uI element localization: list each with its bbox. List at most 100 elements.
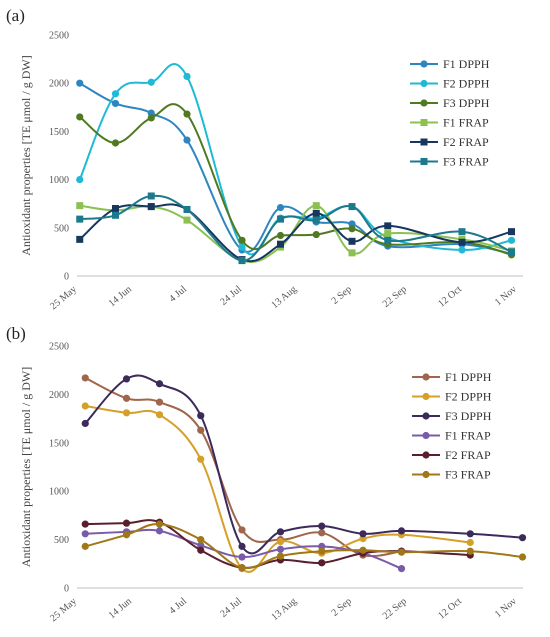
data-point-marker (111, 99, 120, 108)
data-point-marker (155, 520, 164, 528)
legend-entry-label: F3 DPPH (443, 96, 490, 110)
y-tick-label: 0 (64, 272, 69, 283)
data-point-marker (359, 546, 367, 554)
data-point-marker (397, 548, 406, 556)
data-point-marker (348, 203, 356, 211)
data-point-marker (81, 374, 89, 382)
x-tick-label: 22 Sep (381, 596, 409, 622)
legend-swatch-marker (420, 138, 428, 146)
series-line-f3-dpph (79, 103, 512, 256)
data-point-marker (458, 228, 466, 236)
data-point-marker (122, 394, 131, 402)
data-point-marker (76, 176, 84, 184)
y-tick-label: 1500 (49, 438, 69, 449)
data-point-marker (458, 238, 466, 246)
legend-swatch-marker (420, 79, 428, 88)
data-point-marker (81, 530, 89, 538)
x-tick-label: 24 Jul (218, 284, 244, 308)
series-line-f3-dpph (84, 374, 523, 555)
data-point-marker (238, 526, 246, 534)
data-point-marker (112, 211, 119, 219)
data-point-marker (238, 236, 246, 244)
x-tick-label: 2 Sep (330, 596, 354, 619)
panel-label-a: (a) (6, 6, 25, 25)
data-point-marker (147, 78, 155, 86)
data-point-marker (277, 215, 284, 223)
data-point-marker (183, 72, 191, 81)
legend-swatch-marker (420, 99, 428, 107)
data-point-marker (397, 527, 406, 535)
data-point-marker (81, 520, 89, 528)
legend-entry-label: F2 FRAP (445, 448, 491, 462)
data-point-marker (518, 534, 527, 542)
data-point-marker (507, 236, 516, 244)
chart-panel-a: (a) 0 500 1000 1500 2000 2500 25 May 14 Jun 4 Ju… (0, 0, 550, 318)
data-point-marker (238, 564, 246, 572)
y-tick-label: 1500 (49, 127, 69, 138)
data-point-marker (312, 209, 320, 217)
y-tick-label: 1000 (49, 175, 69, 186)
data-point-marker (276, 552, 285, 560)
data-point-marker (238, 257, 246, 265)
x-tick-label: 12 Oct (436, 596, 464, 622)
data-point-marker (458, 246, 466, 254)
y-tick-label: 2500 (49, 31, 69, 42)
legend-entry-label: F2 DPPH (443, 77, 490, 91)
y-tick-label: 2000 (49, 390, 69, 401)
data-point-marker (312, 230, 320, 239)
legend-entry-label: F2 DPPH (445, 390, 492, 404)
data-point-marker (238, 542, 246, 550)
data-point-marker (518, 553, 527, 561)
x-tick-label: 12 Oct (436, 284, 464, 310)
data-point-marker (183, 110, 191, 118)
data-point-marker (76, 235, 84, 243)
y-axis-label: Antioxidant properties [TE μmol / g DW] (19, 55, 33, 255)
y-tick-label: 500 (54, 535, 69, 546)
data-point-marker (348, 237, 356, 245)
data-point-marker (76, 202, 84, 210)
data-point-marker (384, 222, 392, 230)
y-tick-label: 1000 (49, 487, 69, 498)
data-point-marker (276, 528, 285, 536)
data-point-marker (318, 559, 326, 567)
x-tick-label: 1 Nov (493, 596, 519, 620)
data-point-marker (348, 249, 356, 257)
data-point-marker (122, 409, 131, 417)
chart-a-svg: 0 500 1000 1500 2000 2500 25 May 14 Jun 4 Jul 24 … (19, 31, 523, 312)
data-point-marker (111, 139, 120, 147)
legend-swatch-marker (422, 431, 430, 440)
x-tick-label: 24 Jul (218, 596, 244, 620)
data-point-marker (155, 380, 164, 388)
series-line-f1-dpph (84, 377, 402, 557)
data-point-marker (197, 455, 205, 463)
data-point-marker (122, 519, 131, 527)
data-point-marker (276, 545, 285, 553)
data-point-marker (238, 553, 246, 561)
legend-entry-label: F1 FRAP (443, 116, 489, 130)
data-point-marker (312, 202, 320, 210)
legend-entry-label: F1 DPPH (445, 370, 492, 384)
y-tick-label: 0 (64, 584, 69, 595)
legend-swatch-marker (422, 470, 430, 479)
x-tick-label: 13 Aug (270, 596, 299, 623)
legend-swatch-marker (422, 412, 430, 420)
data-point-marker (197, 426, 205, 434)
legend-swatch-marker (420, 158, 428, 165)
data-point-marker (147, 114, 155, 122)
legend-swatch-marker (420, 60, 428, 68)
legend-entry-label: F1 DPPH (443, 57, 490, 71)
data-point-marker (397, 565, 406, 573)
data-point-marker (122, 375, 131, 383)
data-point-marker (81, 419, 89, 428)
data-point-marker (112, 205, 119, 213)
data-point-marker (359, 530, 367, 538)
series-line-f1-frap (79, 204, 512, 263)
data-point-marker (155, 411, 164, 419)
data-point-marker (111, 90, 120, 98)
data-point-marker (276, 231, 285, 240)
data-point-marker (155, 398, 164, 406)
data-point-marker (384, 230, 392, 238)
data-point-marker (466, 547, 474, 555)
x-tick-label: 22 Sep (381, 284, 409, 310)
data-point-marker (348, 225, 356, 233)
